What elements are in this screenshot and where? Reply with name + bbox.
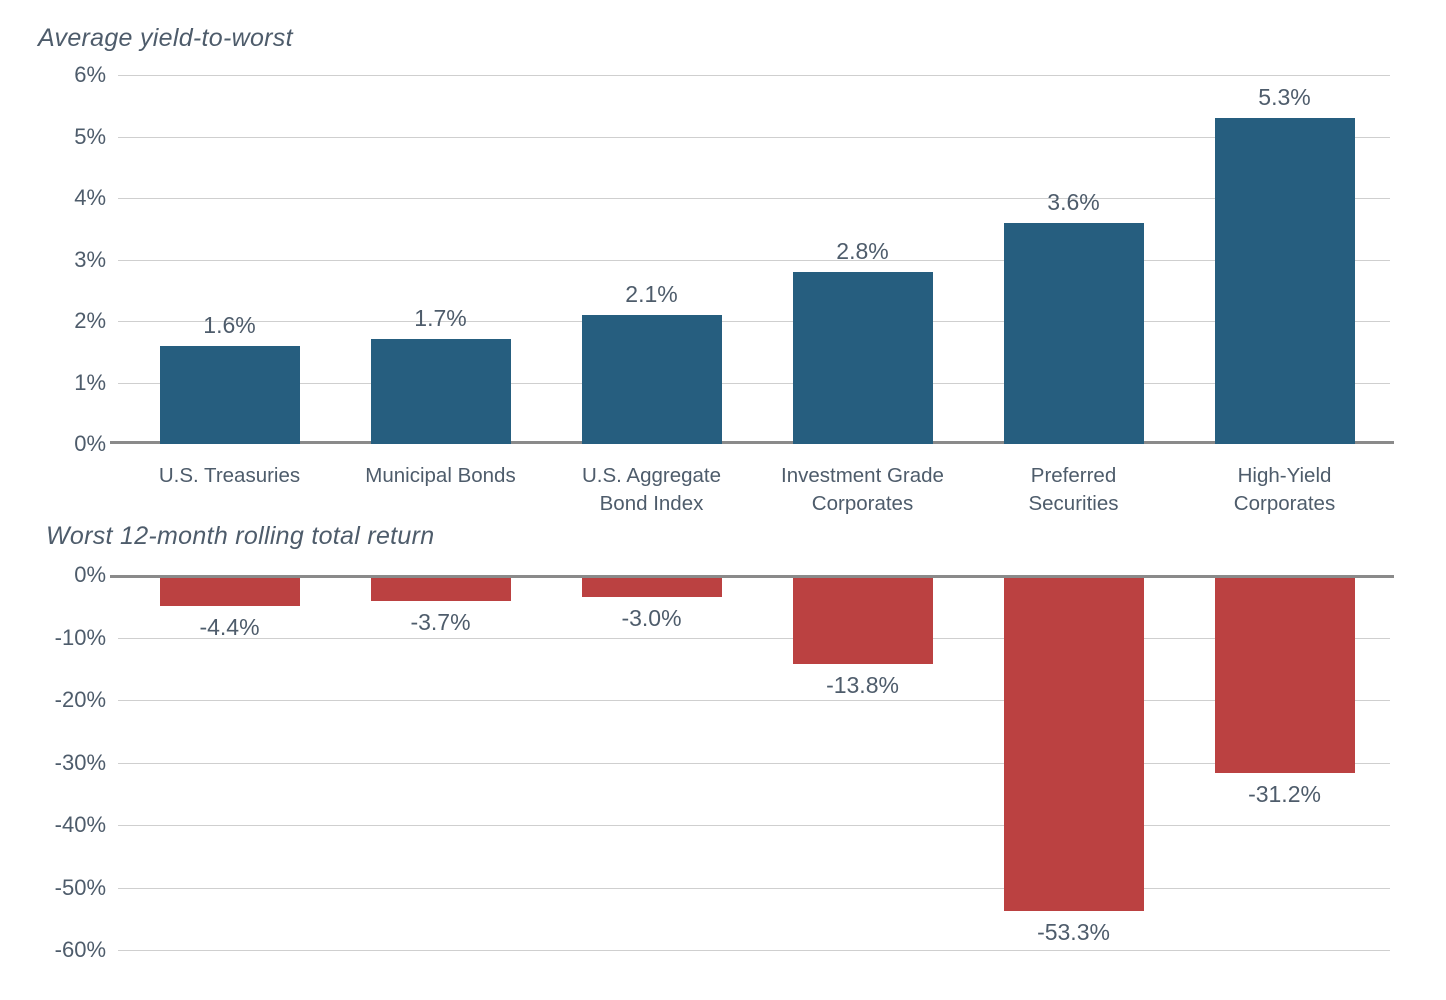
bar-value-label: 3.6% (1047, 188, 1100, 215)
x-category-label: Preferred Securities (1028, 464, 1119, 515)
bar-value-label: 2.8% (836, 237, 889, 264)
bar-value-label: 5.3% (1258, 84, 1311, 111)
gridline (118, 637, 1390, 639)
bar (1214, 578, 1355, 773)
bar-value-label: 1.6% (203, 311, 256, 338)
bar (159, 578, 300, 606)
bar (1214, 118, 1355, 444)
gridline (118, 75, 1390, 76)
gridline (118, 259, 1390, 261)
x-axis: U.S. Treasuries Municipal Bonds U.S. Aggre… (0, 462, 1446, 528)
bar (1003, 222, 1144, 444)
axis-baseline (110, 575, 1394, 578)
y-tick-label: -40% (54, 812, 106, 837)
bar (792, 271, 933, 444)
chart-title: Worst 12-month rolling total return (46, 522, 435, 550)
plot-area: -4.4% -3.7% -3.0% -13.8% -53.3% -31.2% (110, 575, 1394, 951)
x-category-label: Investment Grade Corporates (781, 464, 944, 515)
gridline (118, 136, 1390, 138)
bar-value-label: -4.4% (199, 613, 260, 640)
gridline (118, 887, 1390, 889)
y-tick-label: 6% (74, 62, 106, 87)
y-tick-label: -60% (54, 937, 106, 962)
y-tick-label: -20% (54, 687, 106, 712)
gridline (118, 700, 1390, 701)
y-tick-label: 3% (74, 246, 106, 272)
y-tick-label: 0% (74, 431, 106, 456)
bar-value-label: 1.7% (414, 305, 467, 332)
x-category-label: U.S. Treasuries (158, 464, 301, 487)
bar (370, 578, 511, 602)
gridline (118, 198, 1390, 199)
y-tick-label: -30% (54, 749, 106, 775)
x-category-label: Municipal Bonds (365, 464, 516, 487)
y-tick-label: -10% (54, 624, 106, 650)
bar (792, 578, 933, 665)
gridline (118, 321, 1390, 322)
bar (159, 345, 300, 444)
y-tick-label: 0% (74, 562, 106, 587)
y-tick-label: 5% (74, 123, 106, 149)
chart-average-yield-to-worst: Average yield-to-worst 6% 5% 4% 3% 2% 1% 0% 1.… (0, 24, 1446, 528)
plot-area: 1.6% 1.7% 2.1% 2.8% 3.6% 5.3% (110, 75, 1394, 444)
x-category-label: High-Yield Corporates (1233, 464, 1336, 515)
gridline (118, 762, 1390, 764)
bar (581, 578, 722, 597)
chart-title: Average yield-to-worst (38, 24, 293, 52)
gridline (118, 382, 1390, 384)
bar-value-label: -3.0% (621, 604, 682, 631)
y-tick-label: 4% (74, 185, 106, 210)
bar-value-label: -3.7% (410, 609, 471, 636)
gridline (118, 950, 1390, 951)
bar-value-label: -53.3% (1037, 919, 1110, 946)
y-tick-label: 2% (74, 308, 106, 333)
bar (581, 314, 722, 444)
gridline (118, 825, 1390, 826)
x-category-label: U.S. Aggregate Bond Index (581, 464, 722, 515)
bar (370, 339, 511, 444)
bar (1003, 578, 1144, 912)
bar-value-label: -31.2% (1248, 781, 1321, 807)
bar-value-label: 2.1% (625, 280, 678, 307)
chart-worst-12-month-rolling-total-return: Worst 12-month rolling total return 0% -1… (0, 516, 1446, 1000)
bar-value-label: -13.8% (826, 672, 899, 699)
y-tick-label: -50% (54, 874, 106, 900)
axis-baseline (110, 441, 1394, 444)
y-tick-label: 1% (74, 369, 106, 395)
